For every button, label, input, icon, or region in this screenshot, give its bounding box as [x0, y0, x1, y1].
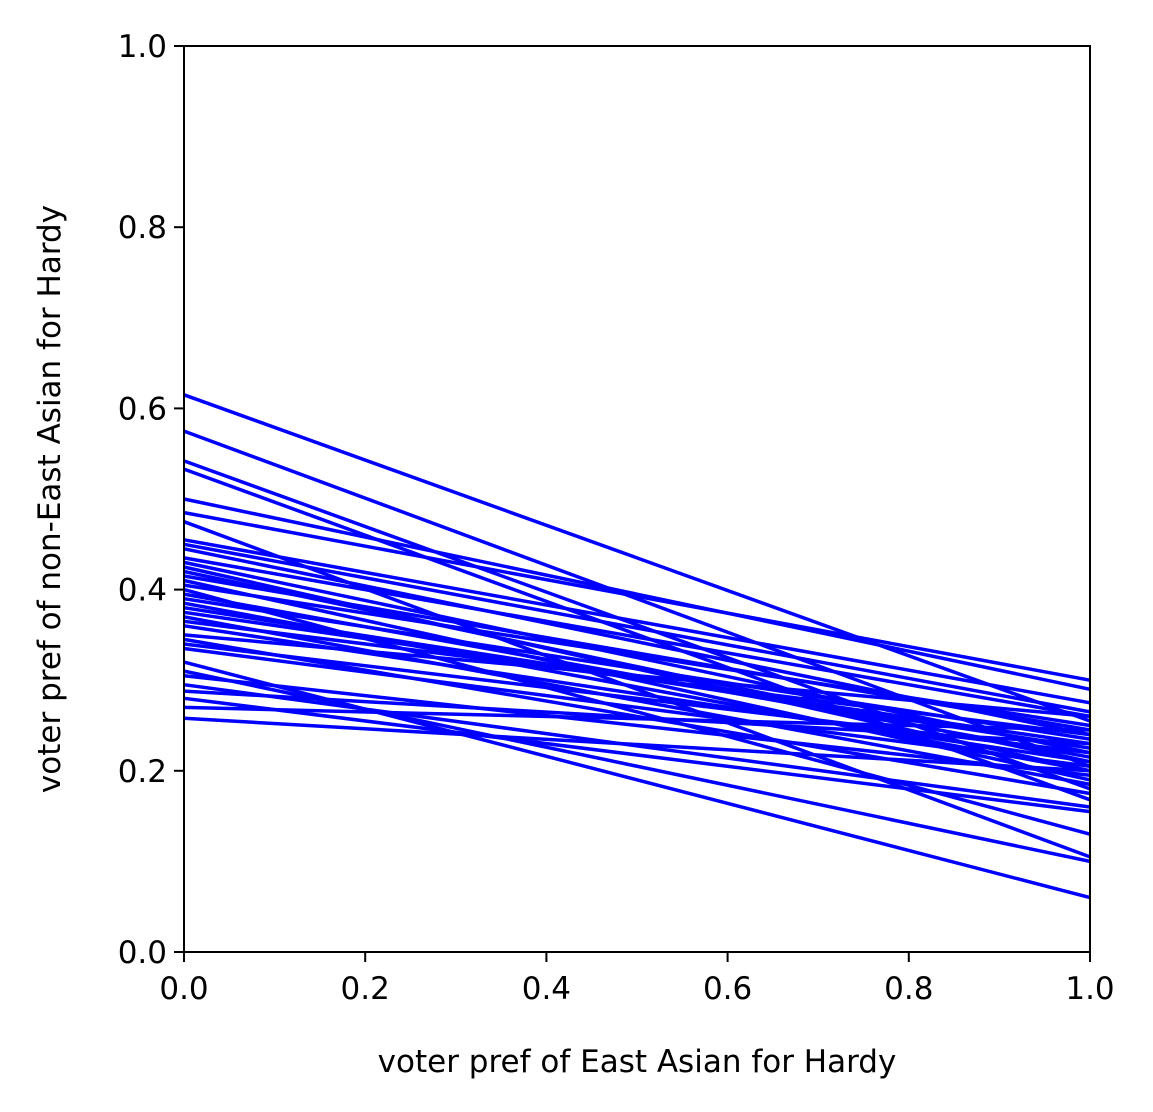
series-line-9 [183, 542, 1091, 714]
y-tick-label: 0.4 [118, 573, 167, 609]
series-line-33 [183, 673, 1091, 778]
series-line-25 [183, 619, 1091, 737]
y-tick-label: 0.2 [118, 754, 167, 790]
series-line-7 [183, 520, 1091, 859]
series-line-36 [183, 696, 1091, 814]
x-tick-label: 1.0 [1065, 971, 1114, 1007]
x-axis-label: voter pref of East Asian for Hardy [378, 1044, 897, 1080]
y-axis-label: voter pref of non-East Asian for Hardy [32, 205, 68, 793]
series-line-8 [183, 538, 1091, 705]
plot-frame [183, 45, 1091, 953]
x-tick-label: 0.6 [703, 971, 752, 1007]
series-line-32 [183, 669, 1091, 864]
x-tick-label: 0.8 [884, 971, 933, 1007]
series-line-27 [183, 633, 1091, 719]
series-line-37 [183, 705, 1091, 732]
series-line-24 [183, 615, 1091, 787]
series-line-30 [183, 646, 1091, 769]
series-line-11 [183, 556, 1091, 719]
series-line-6 [183, 510, 1091, 682]
y-tick-label: 0.6 [118, 391, 167, 427]
y-tick-label: 0.8 [118, 210, 167, 246]
series-line-5 [183, 497, 1091, 692]
series-layer [183, 393, 1091, 900]
y-tick-label: 1.0 [118, 29, 167, 65]
series-line-2 [183, 429, 1091, 768]
x-tick-label: 0.4 [522, 971, 571, 1007]
series-line-38 [183, 716, 1091, 773]
y-tick-label: 0.0 [118, 935, 167, 971]
series-line-4 [183, 467, 1091, 802]
x-tick-label: 0.0 [159, 971, 208, 1007]
series-line-1 [183, 393, 1091, 723]
tick-layer: 0.0 0.2 0.4 0.6 0.8 1.0 0.0 0.2 0.4 0.6 0.8 1.0 [118, 29, 1115, 1007]
x-tick-label: 0.2 [341, 971, 390, 1007]
